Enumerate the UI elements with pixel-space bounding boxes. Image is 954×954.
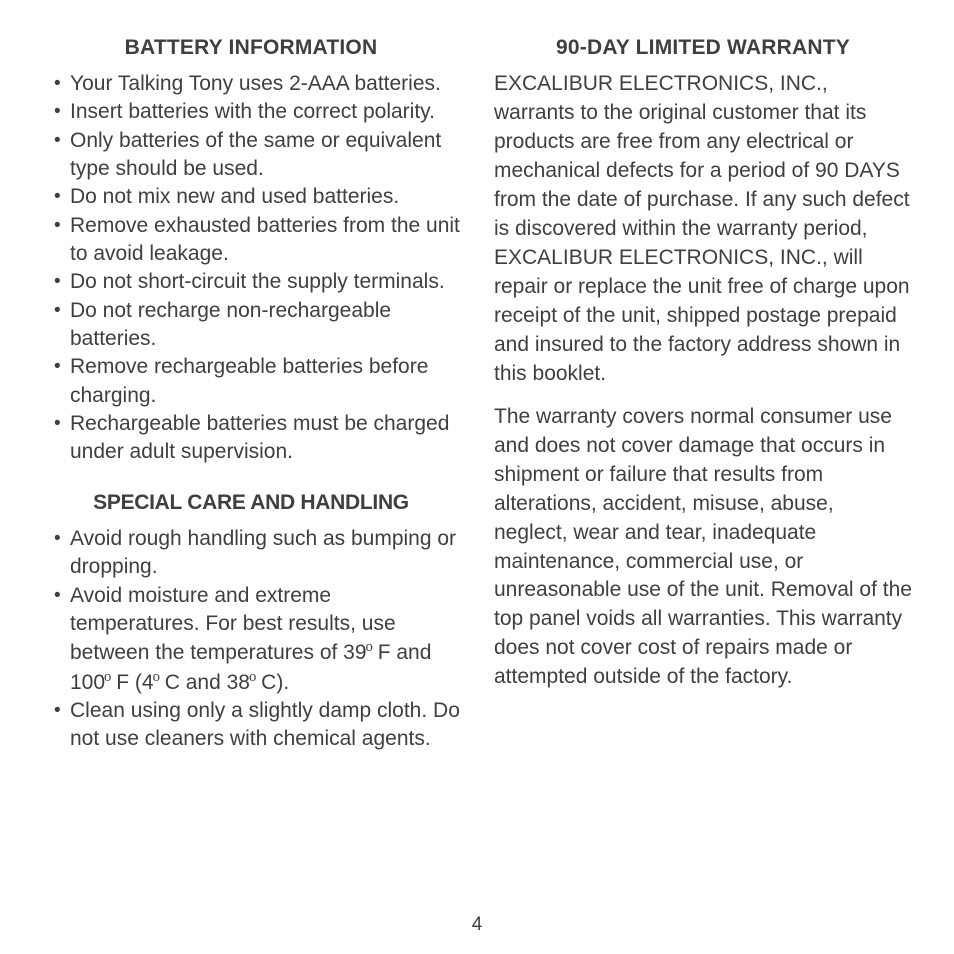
list-item: Do not recharge non-rechargeable batteri… (42, 297, 460, 354)
special-care-heading: SPECIAL CARE AND HANDLING (42, 491, 460, 515)
battery-info-heading: BATTERY INFORMATION (42, 36, 460, 60)
list-item: Do not mix new and used batteries. (42, 183, 460, 211)
list-item: Only batteries of the same or equivalent… (42, 127, 460, 184)
list-item: Avoid moisture and extreme temperatures.… (42, 582, 460, 697)
warranty-heading: 90-DAY LIMITED WARRANTY (494, 36, 912, 60)
warranty-paragraph-2: The warranty covers normal consumer use … (494, 403, 912, 693)
page-number: 4 (0, 914, 954, 936)
list-item: Do not short-circuit the supply terminal… (42, 268, 460, 296)
page-content: BATTERY INFORMATION Your Talking Tony us… (42, 36, 912, 934)
left-column: BATTERY INFORMATION Your Talking Tony us… (42, 36, 460, 934)
list-item: Avoid rough handling such as bumping or … (42, 525, 460, 582)
list-item: Remove exhausted batteries from the unit… (42, 212, 460, 269)
right-column: 90-DAY LIMITED WARRANTY EXCALIBUR ELECTR… (494, 36, 912, 934)
list-item: Insert batteries with the correct polari… (42, 98, 460, 126)
list-item: Remove rechargeable batteries before cha… (42, 353, 460, 410)
list-item: Clean using only a slightly damp cloth. … (42, 697, 460, 754)
list-item: Rechargeable batteries must be charged u… (42, 410, 460, 467)
warranty-paragraph-1: EXCALIBUR ELECTRONICS, INC., warrants to… (494, 70, 912, 389)
special-care-list: Avoid rough handling such as bumping or … (42, 525, 460, 754)
battery-info-list: Your Talking Tony uses 2-AAA batteries. … (42, 70, 460, 467)
list-item: Your Talking Tony uses 2-AAA batteries. (42, 70, 460, 98)
